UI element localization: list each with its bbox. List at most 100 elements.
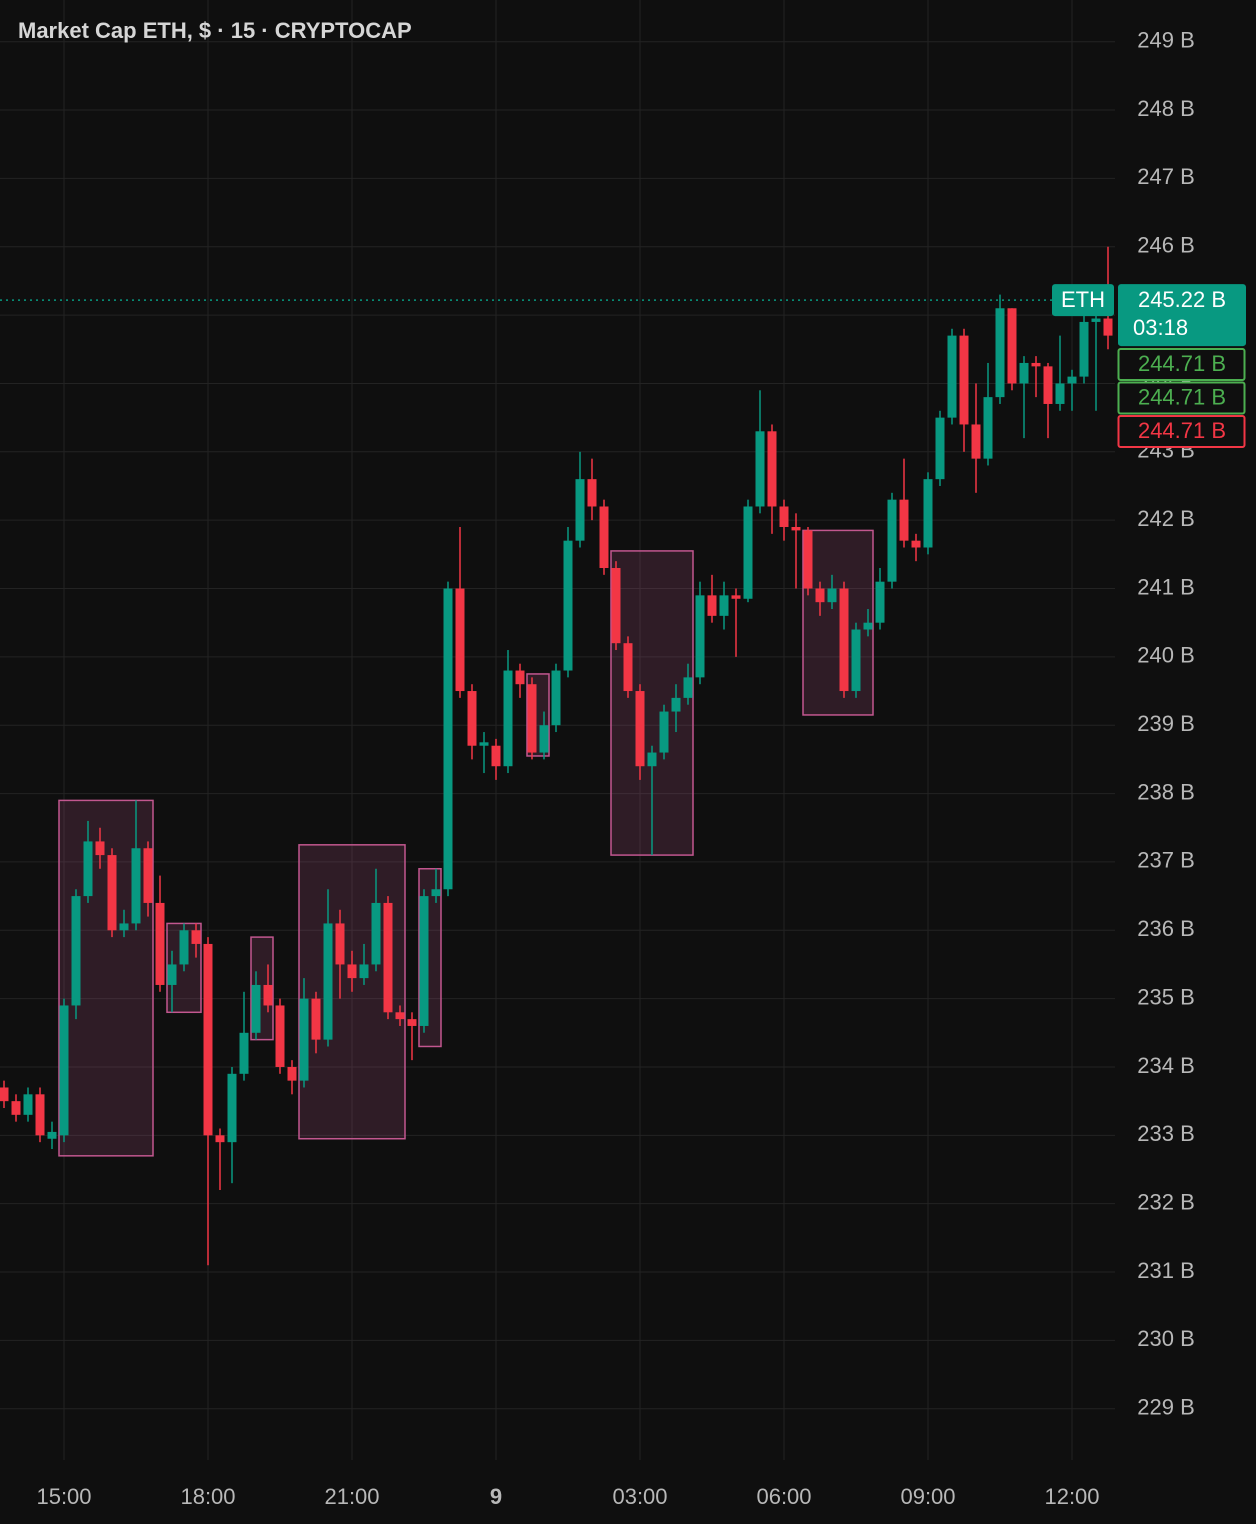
candle-body <box>731 595 741 599</box>
candle-body <box>419 896 429 1026</box>
candle-body <box>323 923 333 1040</box>
indicator-tag-bg <box>1117 381 1246 415</box>
y-tick-label: 232 B <box>1137 1189 1195 1214</box>
candle-body <box>671 697 681 712</box>
candle-body <box>167 964 177 985</box>
price-tag: 245.22 B <box>1138 287 1226 312</box>
candle-body <box>659 711 669 753</box>
candle-body <box>143 848 153 903</box>
candle-body <box>875 581 885 623</box>
y-tick-label: 247 B <box>1137 164 1195 189</box>
countdown: 03:18 <box>1133 315 1188 340</box>
candle-body <box>83 841 93 897</box>
candle-body <box>155 902 165 985</box>
candle-body <box>95 841 105 856</box>
candle-body <box>1067 376 1077 384</box>
candle-body <box>359 964 369 979</box>
candle-body <box>767 431 777 507</box>
candle-body <box>239 1032 249 1074</box>
candle-body <box>911 540 921 548</box>
candle-body <box>1103 318 1113 336</box>
candle-body <box>983 397 993 459</box>
candle-body <box>1019 362 1029 384</box>
candle-body <box>455 588 465 692</box>
x-tick-label: 15:00 <box>36 1484 91 1509</box>
candle-body <box>539 725 549 753</box>
y-tick-label: 241 B <box>1137 574 1195 599</box>
x-tick-label: 21:00 <box>324 1484 379 1509</box>
candle-body <box>839 588 849 692</box>
y-tick-label: 242 B <box>1137 506 1195 531</box>
indicator-tag: 244.71 B <box>1138 418 1226 443</box>
candles <box>0 246 1113 1266</box>
candle-body <box>635 691 645 767</box>
candle-body <box>287 1066 297 1081</box>
candle-body <box>443 588 453 890</box>
candle-body <box>299 998 309 1081</box>
indicator-tag: 244.71 B <box>1138 384 1226 409</box>
y-tick-label: 246 B <box>1137 233 1195 258</box>
candle-body <box>1079 321 1089 377</box>
candle-body <box>71 896 81 1006</box>
candle-body <box>899 499 909 541</box>
candle-body <box>743 506 753 599</box>
x-tick-label: 09:00 <box>900 1484 955 1509</box>
candle-body <box>191 930 201 944</box>
x-tick-label: 9 <box>490 1484 502 1509</box>
candle-body <box>203 943 213 1136</box>
candle-body <box>995 308 1005 398</box>
candle-body <box>551 670 561 726</box>
candle-body <box>647 752 657 767</box>
y-tick-label: 235 B <box>1137 984 1195 1009</box>
candle-body <box>383 902 393 1013</box>
candle-body <box>407 1019 417 1026</box>
candle-body <box>599 506 609 569</box>
candle-body <box>863 622 873 630</box>
candle-body <box>611 568 621 644</box>
candle-body <box>1043 366 1053 404</box>
candle-body <box>755 431 765 507</box>
range-box <box>802 529 874 716</box>
chart-title: Market Cap ETH, $ · 15 · CRYPTOCAP <box>18 18 412 43</box>
y-tick-label: 234 B <box>1137 1053 1195 1078</box>
candle-body <box>107 855 117 931</box>
candle-body <box>251 984 261 1033</box>
candle-body <box>347 964 357 979</box>
candle-body <box>1091 318 1101 322</box>
y-tick-label: 239 B <box>1137 711 1195 736</box>
symbol-tag: ETH <box>1061 287 1105 312</box>
candle-body <box>851 629 861 692</box>
candle-body <box>815 588 825 603</box>
y-tick-label: 231 B <box>1137 1258 1195 1283</box>
y-tick-label: 229 B <box>1137 1395 1195 1420</box>
candle-body <box>35 1094 45 1136</box>
candle-body <box>683 677 693 698</box>
candle-body <box>587 479 597 507</box>
candle-body <box>23 1094 33 1115</box>
candle-body <box>119 923 129 931</box>
candle-body <box>491 745 501 767</box>
candle-body <box>1055 383 1065 404</box>
y-tick-label: 236 B <box>1137 916 1195 941</box>
candle-body <box>215 1135 225 1143</box>
candle-body <box>707 595 717 616</box>
candle-body <box>479 742 489 746</box>
symbol-tag-bg <box>1052 284 1114 317</box>
x-tick-label: 12:00 <box>1044 1484 1099 1509</box>
y-tick-label: 240 B <box>1137 643 1195 668</box>
candle-body <box>1031 362 1041 367</box>
candle-body <box>311 998 321 1040</box>
candle-body <box>1007 308 1017 384</box>
candle-body <box>779 506 789 527</box>
price-tag-bg <box>1118 284 1246 347</box>
candle-body <box>335 923 345 965</box>
y-tick-label: 230 B <box>1137 1326 1195 1351</box>
indicator-tag-bg <box>1117 348 1246 381</box>
candle-body <box>263 984 273 1006</box>
candle-body <box>59 1005 69 1136</box>
candle-body <box>959 335 969 425</box>
candle-body <box>827 588 837 603</box>
